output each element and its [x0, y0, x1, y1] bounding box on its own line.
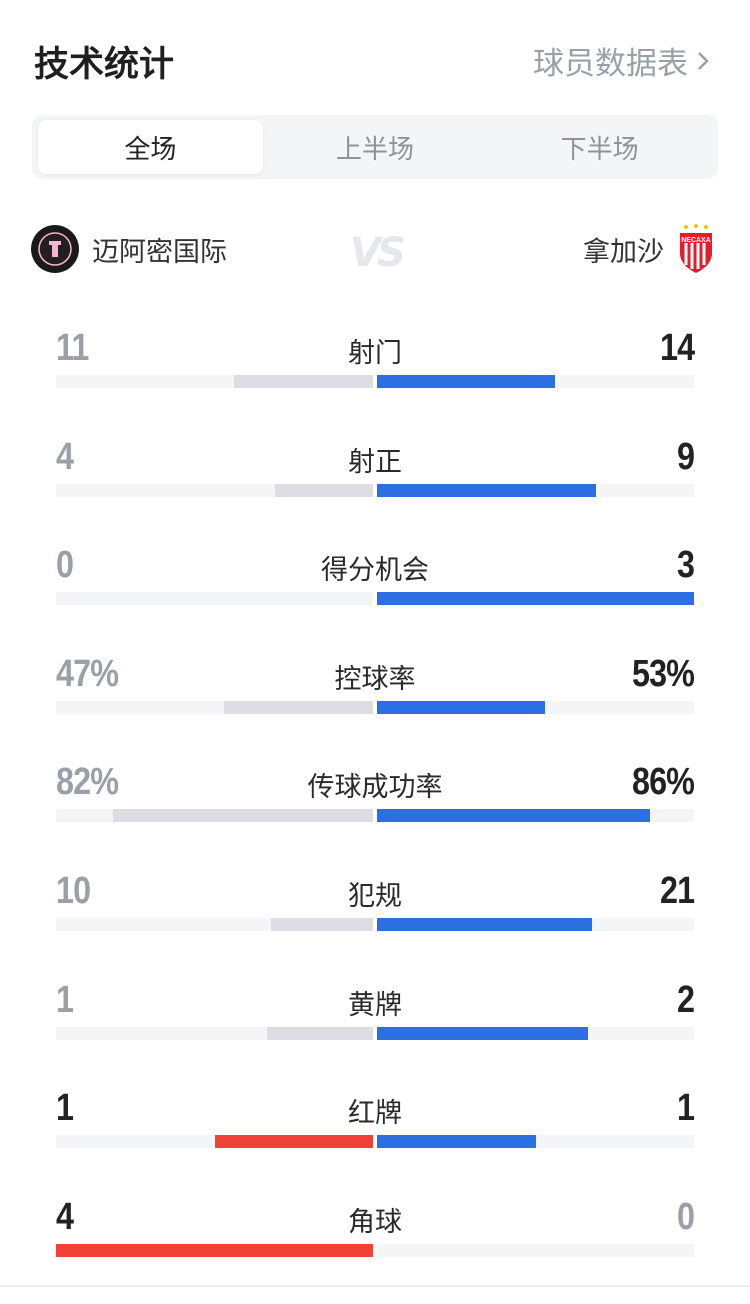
stat-row: 82% 传球成功率 86%: [56, 761, 695, 869]
home-bar-fill: [233, 375, 373, 388]
away-stat-value: 2: [676, 978, 695, 1021]
home-bar-fill: [267, 1026, 373, 1040]
home-stat-value: 82%: [56, 761, 119, 804]
home-bar-track: [56, 918, 373, 931]
home-bar-track: [56, 375, 373, 388]
stat-label: 犯规: [348, 881, 402, 912]
stat-label: 控球率: [334, 663, 416, 695]
away-stat-value: 1: [676, 1087, 695, 1130]
home-bar-fill: [275, 483, 373, 497]
away-bar-track: [377, 809, 694, 823]
home-bar-fill: [113, 809, 373, 823]
stat-label: 射门: [348, 338, 402, 369]
tab-second-half[interactable]: 下半场: [560, 134, 639, 165]
stat-row: 10 犯规 21: [56, 870, 695, 978]
home-bar-track: [56, 1243, 373, 1257]
home-stat-value: 4: [56, 435, 74, 478]
away-bar-track: [377, 918, 694, 931]
away-bar-track: [377, 700, 694, 714]
away-bar-fill: [377, 592, 694, 606]
player-stats-link[interactable]: 球员数据表: [533, 38, 710, 83]
home-bar-fill: [56, 1243, 373, 1257]
stat-row: 4 射正 9: [56, 435, 695, 544]
teams-row: 迈阿密国际 拿加沙 NECAXA: [30, 222, 716, 276]
away-stat-value: 14: [659, 327, 695, 369]
chevron-right-icon: [698, 51, 709, 70]
away-bar-fill: [377, 1135, 536, 1149]
stat-label: 射正: [348, 446, 402, 478]
away-team-name: 拿加沙: [583, 236, 664, 268]
away-stat-value: 21: [659, 870, 695, 912]
away-stat-value: 3: [676, 544, 695, 587]
divider: [0, 1285, 750, 1287]
necaxa-crest-icon: NECAXA: [680, 224, 712, 273]
home-stat-value: 11: [56, 327, 89, 369]
tab-full-match[interactable]: 全场: [38, 120, 263, 174]
stat-row: 0 得分机会 3: [56, 544, 695, 652]
home-stat-value: 1: [56, 1087, 74, 1130]
vs-icon: VS: [350, 230, 406, 276]
stat-label: 传球成功率: [307, 772, 443, 804]
stat-row: 47% 控球率 53%: [56, 652, 695, 761]
away-bar-track: [377, 375, 694, 388]
stat-row: 11 射门 14: [56, 327, 695, 435]
home-bar-track: [56, 592, 373, 606]
home-stat-value: 10: [56, 870, 91, 912]
home-team-name: 迈阿密国际: [92, 236, 227, 268]
away-bar-fill: [377, 700, 545, 714]
stat-row: 1 黄牌 2: [56, 978, 695, 1087]
away-bar-track: [377, 1026, 694, 1040]
home-bar-track: [56, 1026, 373, 1040]
home-bar-fill: [270, 918, 373, 931]
stat-label: 黄牌: [348, 989, 402, 1021]
period-tabs: 全场 上半场 下半场: [32, 115, 718, 179]
away-stat-value: 0: [676, 1195, 695, 1238]
away-bar-track: [377, 592, 694, 606]
home-bar-track: [56, 700, 373, 714]
stat-row: 1 红牌 1: [56, 1087, 695, 1195]
stat-label: 红牌: [348, 1098, 402, 1130]
away-bar-track: [377, 483, 694, 497]
player-stats-link-label: 球员数据表: [533, 46, 688, 82]
away-bar-fill: [377, 375, 555, 388]
stat-label: 角球: [348, 1206, 402, 1238]
away-stat-value: 53%: [631, 652, 695, 695]
away-stat-value: 86%: [631, 761, 695, 804]
home-team[interactable]: 迈阿密国际: [30, 224, 227, 274]
home-stat-value: 1: [56, 978, 74, 1021]
away-bar-track: [377, 1243, 694, 1257]
home-bar-track: [56, 483, 373, 497]
away-bar-fill: [377, 1026, 589, 1040]
home-bar-fill: [214, 1135, 373, 1149]
inter-miami-crest-icon: [31, 225, 79, 273]
home-stat-value: 0: [56, 544, 74, 587]
away-stat-value: 9: [676, 435, 695, 478]
tab-first-half[interactable]: 上半场: [336, 134, 415, 165]
page-title: 技术统计: [34, 45, 175, 85]
stat-row: 4 角球 0: [56, 1195, 695, 1304]
home-bar-track: [56, 1135, 373, 1149]
away-bar-fill: [377, 918, 592, 931]
away-bar-fill: [377, 483, 597, 497]
stat-label: 得分机会: [321, 555, 429, 587]
away-bar-track: [377, 1135, 694, 1149]
home-bar-fill: [224, 700, 373, 714]
away-team[interactable]: 拿加沙 NECAXA: [583, 223, 716, 275]
home-stat-value: 4: [56, 1195, 74, 1238]
home-bar-track: [56, 809, 373, 823]
svg-text:NECAXA: NECAXA: [681, 237, 711, 244]
away-bar-fill: [377, 809, 650, 823]
home-stat-value: 47%: [56, 652, 119, 695]
